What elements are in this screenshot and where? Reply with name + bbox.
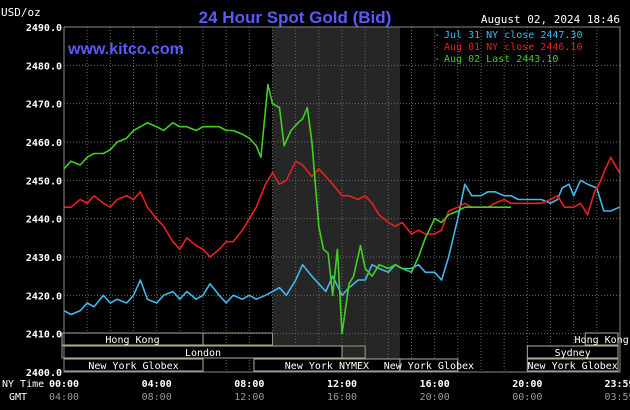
session-label: Hong Kong [575, 335, 629, 346]
y-tick-label: 2460.0 [26, 138, 62, 149]
y-tick-label: 2480.0 [26, 61, 62, 72]
y-tick-label: 2470.0 [26, 100, 62, 111]
x-tick-label-ny: 04:00 [142, 379, 172, 390]
session-label: New York Globex [384, 361, 474, 372]
timestamp: August 02, 2024 18:46 [481, 13, 620, 26]
x-axis-ny-label: NY Time [2, 379, 44, 390]
y-tick-label: 2420.0 [26, 291, 62, 302]
y-axis-unit-label: USD/oz [1, 6, 41, 19]
y-tick-label: 2400.0 [26, 368, 62, 379]
session-label: Sydney [555, 348, 591, 359]
y-tick-label: 2410.0 [26, 330, 62, 341]
session-label: New York Globex [88, 361, 178, 372]
x-tick-label-gmt: 20:00 [420, 392, 450, 403]
legend-marker: - [434, 30, 440, 41]
nymex-shaded-region [272, 27, 400, 372]
chart-title: 24 Hour Spot Gold (Bid) [199, 8, 392, 27]
x-tick-label-ny: 20:00 [512, 379, 542, 390]
x-tick-label-gmt: 16:00 [327, 392, 357, 403]
y-tick-label: 2490.0 [26, 23, 62, 34]
x-tick-label-gmt: 12:00 [234, 392, 264, 403]
x-tick-label-gmt: 00:00 [512, 392, 542, 403]
x-tick-label-ny: 12:00 [327, 379, 357, 390]
x-tick-label-ny: 23:59 [604, 379, 630, 390]
session-box [584, 332, 619, 346]
session-label: New York Globex [528, 361, 618, 372]
session-box [61, 332, 204, 346]
session-box [526, 345, 619, 359]
x-tick-label-ny: 08:00 [234, 379, 264, 390]
grid [64, 26, 620, 373]
series-line-2 [64, 156, 621, 258]
x-axis-gmt-label: GMT [9, 392, 27, 403]
session-box [399, 358, 459, 372]
x-tick-label-gmt: 08:00 [142, 392, 172, 403]
axes: 2400.0 2410.0 2420.0 2430.0 2440.0 2450.0 2460… [26, 23, 630, 403]
series-lines [63, 83, 621, 335]
x-tick-label-ny: 16:00 [420, 379, 450, 390]
legend-marker: - [434, 42, 440, 53]
session-box [526, 358, 619, 372]
session-label: London [185, 348, 221, 359]
series-line-1 [63, 179, 620, 316]
y-tick-label: 2450.0 [26, 176, 62, 187]
session-label: Hong Kong [105, 335, 159, 346]
watermark: www.kitco.com [67, 41, 184, 58]
legend-entry: Aug 01 NY close 2446.10 [444, 42, 582, 53]
market-sessions: Hong Kong Hong Kong London Sydney New York G… [61, 332, 629, 372]
series-line-3 [63, 83, 512, 335]
y-tick-label: 2430.0 [26, 253, 62, 264]
plot-frame [63, 26, 621, 373]
y-tick-label: 2440.0 [26, 215, 62, 226]
x-tick-label-ny: 00:00 [49, 379, 79, 390]
x-tick-label-gmt: 03:59 [604, 392, 630, 403]
x-tick-label-gmt: 04:00 [49, 392, 79, 403]
session-label: New York NYMEX [285, 361, 369, 372]
legend-entry: Jul 31 NY close 2447.30 [444, 30, 582, 41]
legend: - Jul 31 NY close 2447.30- Aug 01 NY close… [434, 30, 582, 65]
legend-entry: Aug 02 Last 2443.10 [444, 54, 558, 65]
legend-marker: - [434, 54, 440, 65]
